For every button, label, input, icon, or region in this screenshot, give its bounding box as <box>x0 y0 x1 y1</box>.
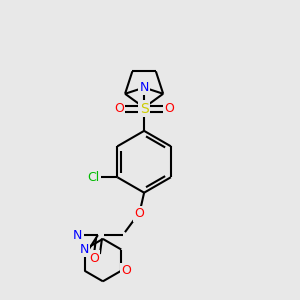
Text: O: O <box>134 207 144 220</box>
Text: O: O <box>164 102 174 115</box>
Text: N: N <box>140 81 149 94</box>
Text: Cl: Cl <box>87 171 99 184</box>
Text: N: N <box>80 243 89 256</box>
Text: O: O <box>122 264 131 277</box>
Text: S: S <box>140 102 148 116</box>
Text: O: O <box>114 102 124 115</box>
Text: O: O <box>89 252 99 265</box>
Text: N: N <box>73 229 83 242</box>
